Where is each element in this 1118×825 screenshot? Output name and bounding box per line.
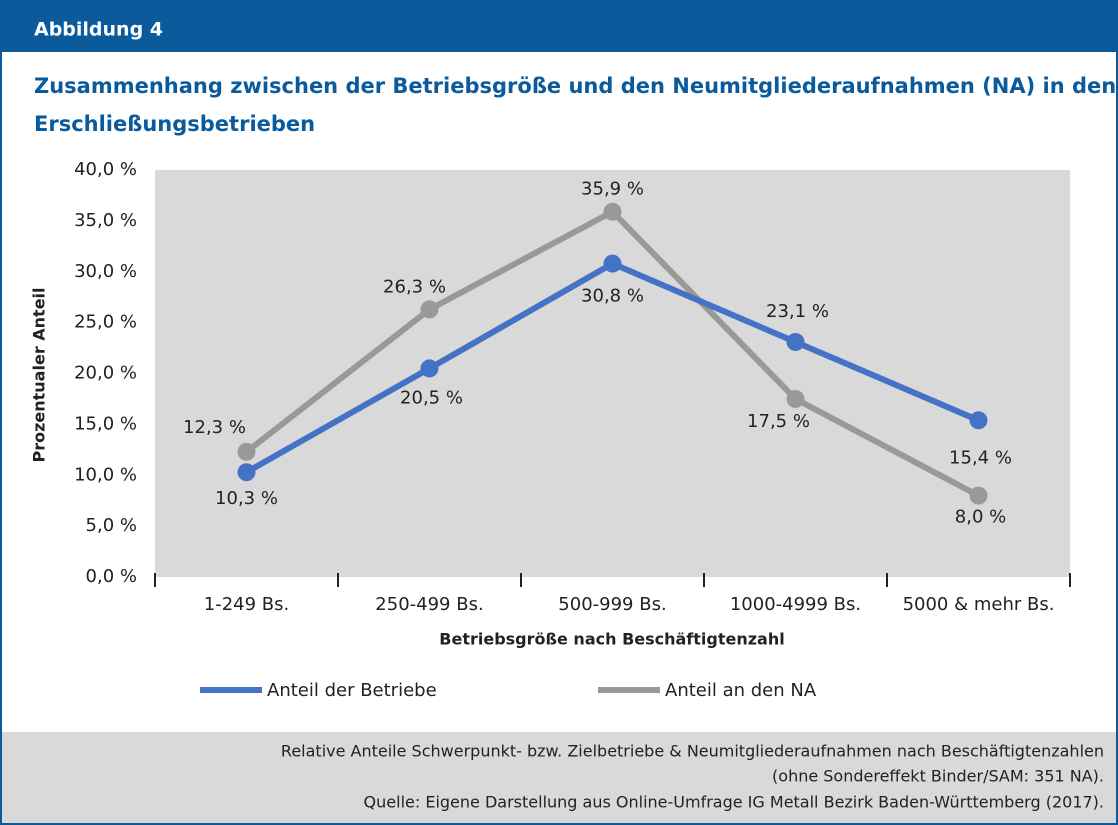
y-tick-label: 25,0 % <box>74 312 137 333</box>
y-tick-label: 0,0 % <box>86 566 137 587</box>
plot-area <box>155 170 1070 577</box>
data-label: 35,9 % <box>581 179 644 200</box>
y-tick-label: 40,0 % <box>74 159 137 180</box>
legend-label: Anteil der Betriebe <box>267 680 437 701</box>
data-label: 30,8 % <box>581 286 644 307</box>
title: Zusammenhang zwischen der Betriebsgröße … <box>34 74 1116 98</box>
footer: (ohne Sondereffekt Binder/SAM: 351 NA). <box>772 767 1104 786</box>
point <box>420 300 439 319</box>
footer: Quelle: Eigene Darstellung aus Online-Um… <box>364 793 1104 812</box>
x-tick-label: 250-499 Bs. <box>375 594 483 615</box>
footer: Relative Anteile Schwerpunkt- bzw. Zielb… <box>281 742 1104 761</box>
y-tick-label: 20,0 % <box>74 363 137 384</box>
x-axis-label: Betriebsgröße nach Beschäftigtenzahl <box>439 630 784 649</box>
point <box>969 486 988 505</box>
legend-label: Anteil an den NA <box>665 680 817 701</box>
footer-bg <box>2 732 1116 823</box>
y-axis-label: Prozentualer Anteil <box>30 287 49 462</box>
x-tick-label: 1-249 Bs. <box>204 594 289 615</box>
y-tick-label: 10,0 % <box>74 464 137 485</box>
point <box>786 389 805 408</box>
data-label: 15,4 % <box>949 447 1012 468</box>
header: Abbildung 4 <box>34 19 163 41</box>
point <box>969 411 988 430</box>
data-label: 23,1 % <box>766 301 829 322</box>
point <box>420 359 439 378</box>
data-label: 10,3 % <box>215 488 278 509</box>
point <box>237 463 256 482</box>
x-tick-label: 1000-4999 Bs. <box>730 594 861 615</box>
data-label: 8,0 % <box>955 507 1006 528</box>
data-label: 17,5 % <box>747 411 810 432</box>
data-label: 26,3 % <box>383 276 446 297</box>
y-tick-label: 35,0 % <box>74 210 137 231</box>
header-bar <box>0 0 1118 52</box>
y-tick-label: 15,0 % <box>74 413 137 434</box>
y-tick-label: 30,0 % <box>74 261 137 282</box>
data-label: 20,5 % <box>400 387 463 408</box>
y-tick-label: 5,0 % <box>86 515 137 536</box>
point <box>603 254 622 273</box>
point <box>237 442 256 461</box>
x-tick-label: 500-999 Bs. <box>558 594 666 615</box>
data-label: 12,3 % <box>183 417 246 438</box>
x-tick-label: 5000 & mehr Bs. <box>903 594 1055 615</box>
point <box>786 332 805 351</box>
point <box>603 202 622 221</box>
title: Erschließungsbetrieben <box>34 112 315 136</box>
